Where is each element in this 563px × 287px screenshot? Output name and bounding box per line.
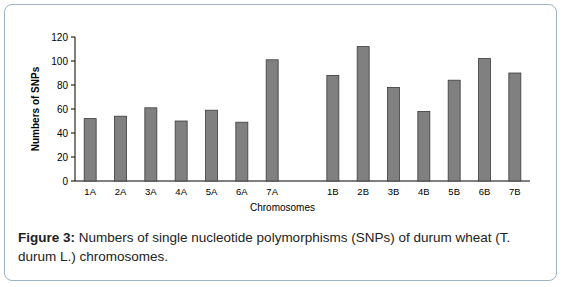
- x-axis: [75, 181, 530, 182]
- x-axis-title: Chromosomes: [250, 202, 315, 213]
- y-tick-label: 120: [51, 32, 68, 43]
- x-tick-label: 1A: [84, 186, 96, 197]
- bar: [357, 47, 369, 181]
- y-tick: [71, 109, 75, 110]
- x-tick-label: 4A: [175, 186, 187, 197]
- bar: [206, 110, 218, 181]
- y-tick: [71, 133, 75, 134]
- bar: [448, 80, 460, 181]
- y-tick-label: 80: [57, 80, 69, 91]
- x-tick-label: 1B: [327, 186, 339, 197]
- bar: [175, 121, 187, 181]
- x-tick-label: 5B: [448, 186, 460, 197]
- caption-label: Figure 3:: [18, 230, 75, 245]
- x-tick-label: 3B: [388, 186, 400, 197]
- y-tick: [71, 181, 75, 182]
- x-tick-label: 6A: [236, 186, 248, 197]
- bar: [115, 116, 127, 181]
- y-tick: [71, 157, 75, 158]
- bar: [236, 122, 248, 181]
- bar: [84, 119, 96, 181]
- y-tick-label: 20: [57, 152, 69, 163]
- bar: [327, 75, 339, 181]
- y-tick-label: 40: [57, 128, 69, 139]
- x-tick-label: 5A: [206, 186, 218, 197]
- bar: [509, 73, 521, 181]
- y-tick-label: 60: [57, 104, 69, 115]
- y-axis-title: Numbers of SNPs: [30, 66, 41, 151]
- x-tick-label: 2B: [357, 186, 369, 197]
- bar: [266, 60, 278, 181]
- y-tick: [71, 37, 75, 38]
- bar: [418, 111, 430, 181]
- bar: [145, 108, 157, 181]
- bar: [479, 59, 491, 181]
- y-tick-label: 100: [51, 56, 68, 67]
- x-tick-label: 3A: [145, 186, 157, 197]
- x-tick-label: 6B: [479, 186, 491, 197]
- x-tick-label: 4B: [418, 186, 430, 197]
- x-tick-label: 7A: [266, 186, 278, 197]
- x-tick-label: 7B: [509, 186, 521, 197]
- y-tick: [71, 61, 75, 62]
- y-tick: [71, 85, 75, 86]
- caption: Figure 3: Numbers of single nucleotide p…: [18, 228, 548, 266]
- y-tick-label: 0: [62, 176, 68, 187]
- bar: [388, 87, 400, 181]
- x-tick-label: 2A: [115, 186, 127, 197]
